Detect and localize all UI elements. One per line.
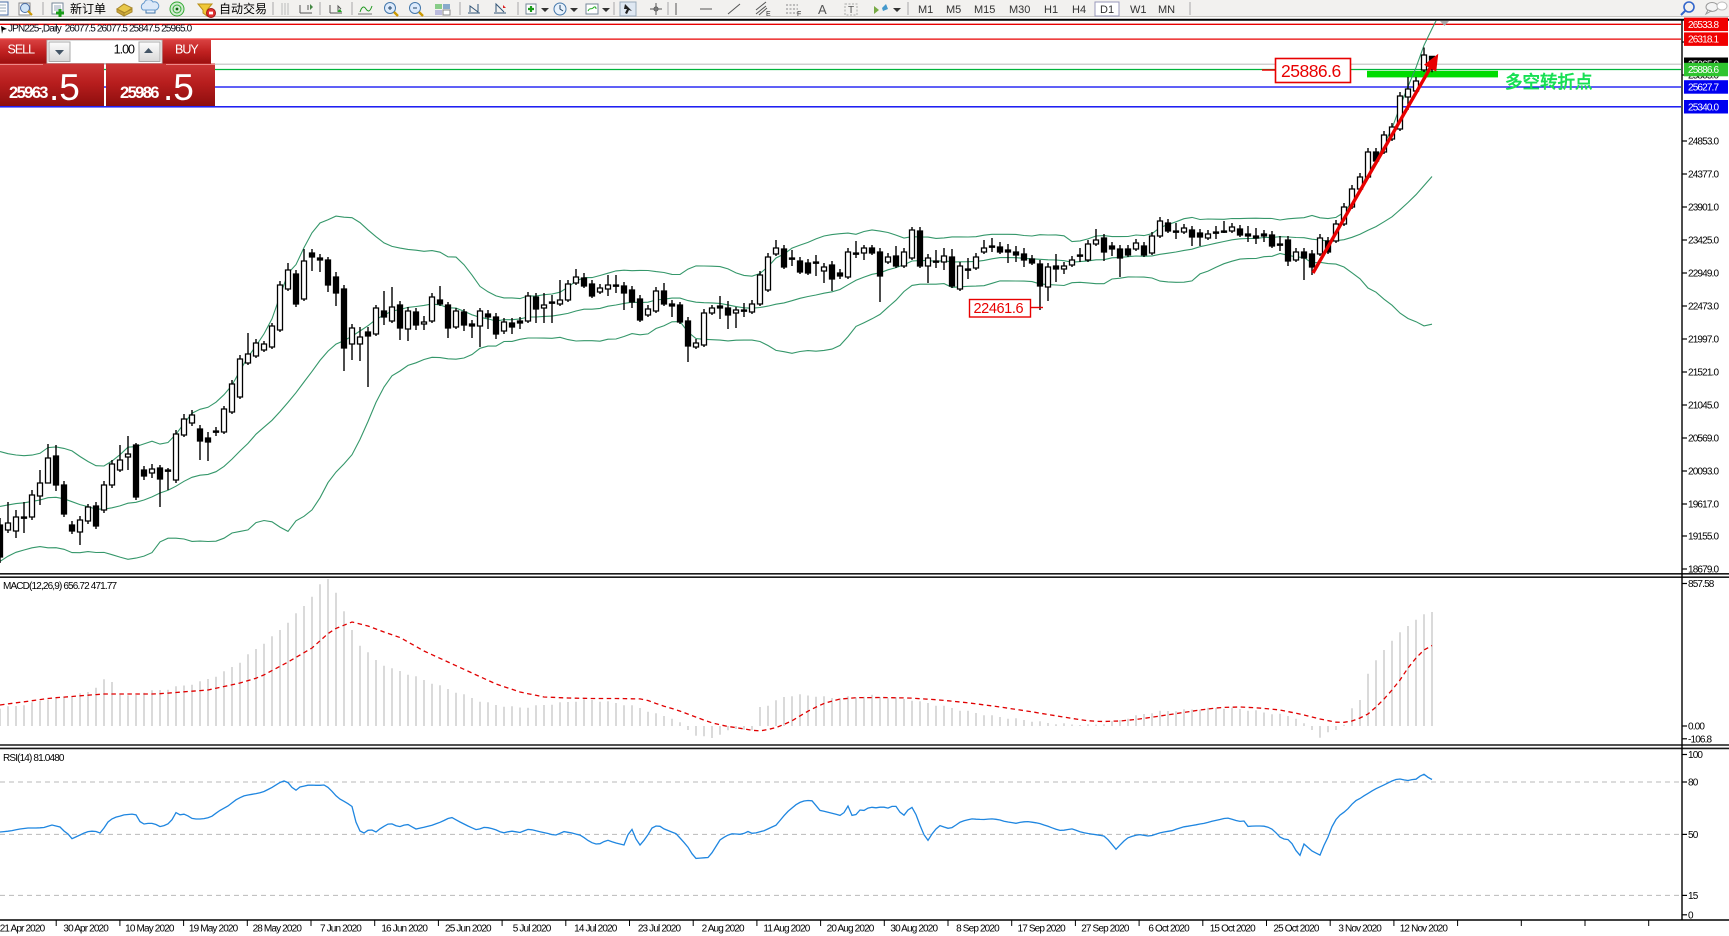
svg-text:M15: M15 xyxy=(974,4,995,16)
svg-text:21521.0: 21521.0 xyxy=(1688,368,1719,379)
svg-text:20 Aug 2020: 20 Aug 2020 xyxy=(827,924,875,935)
svg-text:2 Aug 2020: 2 Aug 2020 xyxy=(702,924,745,935)
svg-text:1.00: 1.00 xyxy=(114,43,135,57)
svg-text:M5: M5 xyxy=(946,4,961,16)
svg-text:22461.6: 22461.6 xyxy=(974,301,1024,317)
svg-text:50: 50 xyxy=(1688,830,1699,841)
svg-text:19155.0: 19155.0 xyxy=(1688,532,1719,543)
svg-text:多空转折点: 多空转折点 xyxy=(1505,72,1593,92)
svg-text:M30: M30 xyxy=(1009,4,1030,16)
svg-text:25886.6: 25886.6 xyxy=(1688,65,1719,76)
svg-text:15: 15 xyxy=(1688,891,1699,902)
svg-text:BUY: BUY xyxy=(175,43,199,57)
svg-text:30 Apr 2020: 30 Apr 2020 xyxy=(63,924,109,935)
svg-text:M1: M1 xyxy=(918,4,933,16)
svg-text:100: 100 xyxy=(1688,750,1703,761)
svg-text:5 Jul 2020: 5 Jul 2020 xyxy=(513,924,552,935)
svg-text:RSI(14) 81.0480: RSI(14) 81.0480 xyxy=(3,753,65,764)
svg-text:23901.0: 23901.0 xyxy=(1688,203,1719,214)
svg-text:25886.6: 25886.6 xyxy=(1281,61,1341,81)
svg-text:MN: MN xyxy=(1158,4,1175,16)
svg-text:11 Aug 2020: 11 Aug 2020 xyxy=(763,924,810,935)
svg-text:7 Jun 2020: 7 Jun 2020 xyxy=(320,924,362,935)
svg-text:12 Nov 2020: 12 Nov 2020 xyxy=(1400,924,1449,935)
svg-text:SELL: SELL xyxy=(8,43,36,57)
svg-text:22949.0: 22949.0 xyxy=(1688,269,1719,280)
svg-text:19 May 2020: 19 May 2020 xyxy=(189,924,239,935)
svg-text:25 Oct 2020: 25 Oct 2020 xyxy=(1273,924,1319,935)
svg-text:0.00: 0.00 xyxy=(1688,722,1705,733)
svg-text:F: F xyxy=(797,11,801,18)
svg-text:26318.1: 26318.1 xyxy=(1688,35,1719,46)
svg-text:17 Sep 2020: 17 Sep 2020 xyxy=(1018,924,1067,935)
svg-text:25986: 25986 xyxy=(120,84,159,102)
svg-text:H4: H4 xyxy=(1072,4,1086,16)
svg-text:JPN225-,Daily 26077.5 26077.5: JPN225-,Daily 26077.5 26077.5 25847.5 25… xyxy=(8,24,193,35)
svg-text:D1: D1 xyxy=(1100,4,1114,16)
svg-text:19617.0: 19617.0 xyxy=(1688,500,1719,511)
svg-text:24377.0: 24377.0 xyxy=(1688,170,1719,181)
svg-text:-106.8: -106.8 xyxy=(1688,734,1713,745)
svg-text:自动交易: 自动交易 xyxy=(219,1,267,16)
svg-text:26533.8: 26533.8 xyxy=(1688,20,1719,31)
svg-text:.5: .5 xyxy=(163,67,194,108)
svg-text:14 Jul 2020: 14 Jul 2020 xyxy=(574,924,618,935)
svg-text:27 Sep 2020: 27 Sep 2020 xyxy=(1081,924,1130,935)
svg-text:H1: H1 xyxy=(1044,4,1058,16)
svg-text:22473.0: 22473.0 xyxy=(1688,302,1719,313)
svg-text:21 Apr 2020: 21 Apr 2020 xyxy=(0,924,46,935)
svg-text:8 Sep 2020: 8 Sep 2020 xyxy=(956,924,1000,935)
svg-text:80: 80 xyxy=(1688,778,1699,789)
svg-text:23 Jul 2020: 23 Jul 2020 xyxy=(638,924,682,935)
svg-text:18679.0: 18679.0 xyxy=(1688,565,1719,576)
svg-text:6 Oct 2020: 6 Oct 2020 xyxy=(1148,924,1190,935)
svg-text:24853.0: 24853.0 xyxy=(1688,137,1719,148)
svg-text:25 Jun 2020: 25 Jun 2020 xyxy=(445,924,492,935)
svg-text:A: A xyxy=(818,2,827,17)
svg-text:23425.0: 23425.0 xyxy=(1688,236,1719,247)
svg-text:15 Oct 2020: 15 Oct 2020 xyxy=(1210,924,1256,935)
svg-text:857.58: 857.58 xyxy=(1688,579,1715,590)
svg-text:MACD(12,26,9) 656.72 471.77: MACD(12,26,9) 656.72 471.77 xyxy=(3,581,118,592)
svg-text:25627.7: 25627.7 xyxy=(1688,83,1719,94)
svg-text:16 Jun 2020: 16 Jun 2020 xyxy=(381,924,428,935)
svg-text:0: 0 xyxy=(1688,910,1694,921)
svg-text:10 May 2020: 10 May 2020 xyxy=(125,924,175,935)
svg-text:W1: W1 xyxy=(1130,4,1147,16)
svg-text:新订单: 新订单 xyxy=(70,1,106,16)
svg-text:25340.0: 25340.0 xyxy=(1688,102,1719,113)
svg-text:T: T xyxy=(848,5,854,16)
svg-text:30 Aug 2020: 30 Aug 2020 xyxy=(890,924,938,935)
svg-text:28 May 2020: 28 May 2020 xyxy=(253,924,303,935)
svg-text:.5: .5 xyxy=(49,67,80,108)
svg-text:E: E xyxy=(766,11,771,18)
svg-text:3 Nov 2020: 3 Nov 2020 xyxy=(1338,924,1382,935)
svg-text:20093.0: 20093.0 xyxy=(1688,467,1719,478)
svg-text:21045.0: 21045.0 xyxy=(1688,401,1719,412)
svg-text:21997.0: 21997.0 xyxy=(1688,335,1719,346)
svg-text:20569.0: 20569.0 xyxy=(1688,434,1719,445)
svg-text:25963: 25963 xyxy=(9,84,48,102)
